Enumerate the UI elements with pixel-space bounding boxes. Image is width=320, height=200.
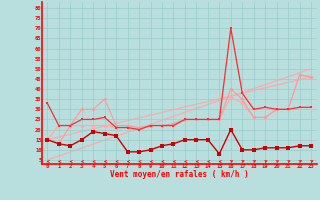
X-axis label: Vent moyen/en rafales ( km/h ): Vent moyen/en rafales ( km/h ): [110, 170, 249, 179]
